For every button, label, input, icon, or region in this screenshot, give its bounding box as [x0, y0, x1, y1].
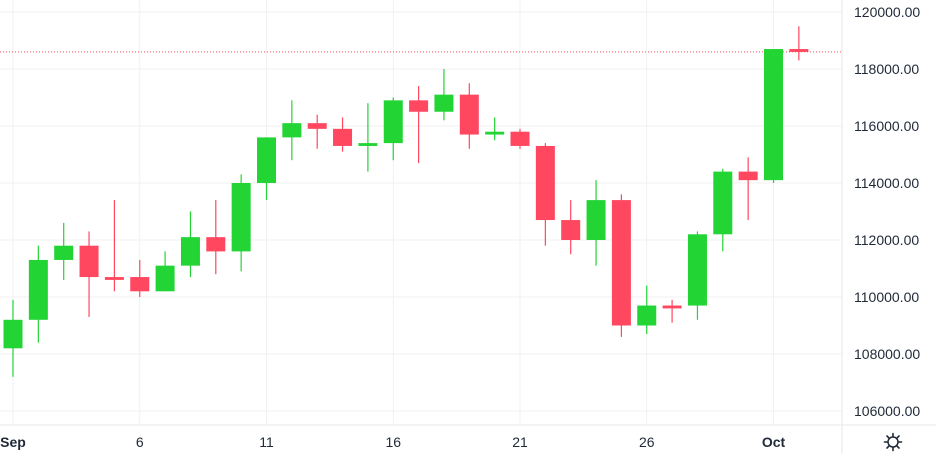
- candle: [79, 231, 99, 317]
- candle: [434, 69, 454, 121]
- candle-body: [687, 234, 707, 306]
- candle-body: [434, 94, 454, 112]
- y-tick-label: 106000.00: [854, 403, 920, 419]
- candle: [586, 180, 606, 266]
- y-tick-label: 116000.00: [854, 118, 919, 134]
- y-tick-label: 120000.00: [854, 4, 920, 20]
- candle: [282, 100, 302, 161]
- x-tick-label: 26: [639, 434, 655, 450]
- candle: [687, 231, 707, 320]
- candle-body: [54, 245, 74, 260]
- candle: [409, 86, 429, 164]
- candle-body: [333, 128, 353, 146]
- x-tick-label: Sep: [0, 434, 26, 450]
- candle-body: [307, 123, 327, 129]
- candle-body: [459, 94, 479, 135]
- candle: [383, 97, 403, 161]
- candle-body: [789, 49, 809, 52]
- candle-body: [257, 137, 276, 183]
- candle-body: [358, 143, 378, 146]
- candle: [54, 222, 74, 280]
- y-tick-label: 118000.00: [854, 61, 919, 77]
- candle: [104, 200, 124, 292]
- y-tick-label: 108000.00: [854, 346, 920, 362]
- candle: [713, 168, 733, 252]
- candle: [611, 194, 631, 337]
- y-tick-labels: 106000.00 108000.00 110000.00 112000.00 1140…: [854, 4, 920, 419]
- candle: [28, 245, 48, 343]
- candle: [459, 83, 479, 149]
- candle: [307, 114, 327, 149]
- candle-body: [3, 319, 23, 349]
- candle-body: [282, 123, 302, 138]
- candle-body: [662, 305, 682, 309]
- candles: [3, 26, 809, 377]
- candle: [637, 285, 657, 335]
- y-tick-label: 114000.00: [854, 175, 919, 191]
- y-tick-label: 112000.00: [854, 232, 919, 248]
- gear-icon: [883, 432, 903, 452]
- candle-body: [104, 277, 124, 280]
- x-tick-label: 6: [136, 434, 144, 450]
- settings-button[interactable]: [881, 430, 905, 454]
- candle: [561, 200, 581, 255]
- candle-body: [764, 49, 783, 181]
- candle: [510, 128, 530, 149]
- candle-body: [409, 100, 429, 112]
- x-tick-label: 21: [512, 434, 528, 450]
- candle-body: [535, 145, 555, 221]
- candle-body: [180, 237, 200, 266]
- candle-body: [130, 277, 150, 292]
- candle-body: [231, 183, 251, 252]
- candle: [180, 211, 200, 278]
- candle: [485, 117, 505, 141]
- candle-body: [28, 259, 48, 320]
- x-tick-label: 16: [385, 434, 401, 450]
- candle: [130, 259, 150, 297]
- x-tick-label: 11: [259, 434, 274, 450]
- candle-body: [155, 265, 175, 292]
- candle: [3, 299, 23, 377]
- candle-body: [611, 200, 631, 326]
- candle: [333, 117, 353, 152]
- candle-body: [485, 131, 505, 135]
- candle: [231, 174, 251, 272]
- y-tick-label: 110000.00: [854, 289, 919, 305]
- candle-body: [561, 220, 581, 240]
- candle: [358, 103, 378, 172]
- candle: [155, 251, 175, 292]
- candle: [789, 26, 809, 61]
- candle: [257, 137, 276, 201]
- candle: [662, 299, 682, 323]
- candle-body: [206, 237, 226, 252]
- candle: [535, 143, 555, 246]
- candle-body: [738, 171, 758, 181]
- candle: [206, 200, 226, 275]
- x-tick-label: Oct: [762, 434, 786, 450]
- candle-body: [79, 245, 99, 278]
- candle-body: [383, 100, 403, 144]
- candle-body: [637, 305, 657, 326]
- candle: [738, 157, 758, 221]
- candle-body: [510, 131, 530, 146]
- candle: [764, 49, 783, 183]
- x-tick-labels: Sep 6 11 16 21 26 Oct: [0, 434, 785, 450]
- candle-body: [586, 200, 606, 240]
- candle-body: [713, 171, 733, 235]
